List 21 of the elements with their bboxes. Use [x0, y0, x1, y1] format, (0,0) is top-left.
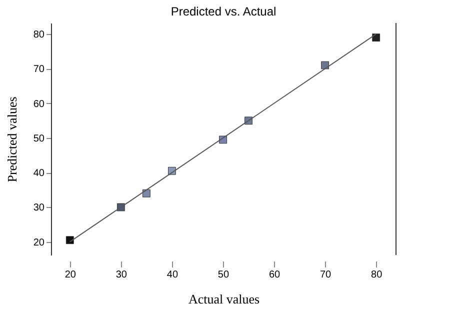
y-tick-label: 60 — [33, 98, 45, 110]
y-tick-label: 20 — [33, 237, 45, 248]
x-tick-label: 60 — [268, 270, 281, 280]
y-tick-label: 40 — [33, 168, 45, 180]
y-tick-label: 50 — [33, 133, 45, 144]
y-tick-label: 30 — [33, 202, 45, 214]
point — [66, 236, 74, 244]
point — [372, 34, 380, 42]
chart-title: Predicted vs. Actual — [170, 4, 276, 18]
x-tick-label: 50 — [218, 270, 230, 280]
y-tick-label: 70 — [33, 64, 45, 76]
x-tick-label: 40 — [166, 270, 178, 280]
x-tick-label: 80 — [371, 270, 383, 280]
x-tick-label: 70 — [320, 270, 332, 280]
point — [321, 61, 330, 70]
x-tick-label: 30 — [116, 270, 128, 280]
point — [142, 189, 150, 198]
y-axis-title: Predicted values — [4, 96, 20, 182]
x-tick-label: 20 — [64, 270, 76, 280]
x-axis-title: Actual values — [188, 292, 260, 306]
y-tick-label: 80 — [33, 30, 45, 41]
